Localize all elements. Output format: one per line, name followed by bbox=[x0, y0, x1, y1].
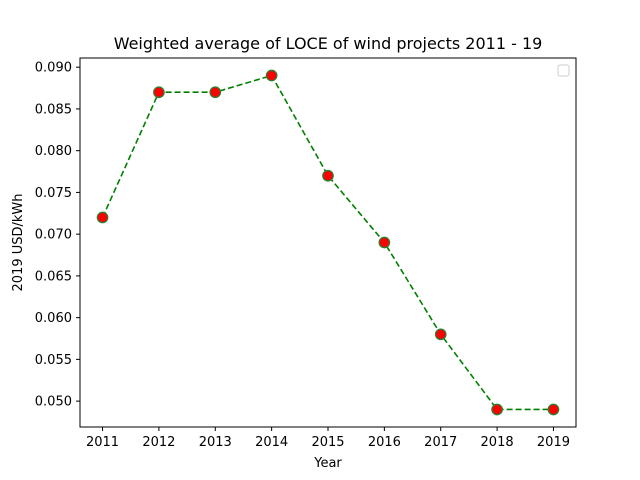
y-tick-label: 0.090 bbox=[35, 61, 72, 76]
data-point bbox=[491, 403, 503, 416]
plot-area bbox=[79, 57, 577, 428]
y-axis-label: 2019 USD/kWh bbox=[11, 194, 26, 292]
legend-box bbox=[557, 64, 570, 77]
y-axis: 0.050 0.055 0.060 0.065 0.070 0.075 0.080 0.085… bbox=[35, 61, 80, 410]
x-axis-label: Year bbox=[313, 456, 342, 471]
y-tick-label: 0.070 bbox=[35, 228, 72, 243]
axes-frame bbox=[79, 57, 577, 428]
data-point bbox=[547, 403, 560, 416]
y-tick-label: 0.060 bbox=[35, 311, 72, 326]
x-tick-label: 2012 bbox=[142, 435, 175, 450]
y-tick-label: 0.075 bbox=[35, 186, 72, 201]
x-tick-label: 2017 bbox=[424, 435, 457, 450]
x-tick-label: 2015 bbox=[311, 435, 344, 450]
y-tick-label: 0.085 bbox=[35, 102, 72, 117]
data-point bbox=[96, 211, 109, 224]
data-point bbox=[265, 69, 278, 82]
x-tick-label: 2018 bbox=[481, 435, 514, 450]
data-point bbox=[378, 236, 391, 249]
y-tick-label: 0.065 bbox=[35, 269, 72, 284]
chart-title: Weighted average of LOCE of wind project… bbox=[114, 34, 543, 53]
x-axis: 2011 2012 2013 2014 2015 2016 2017 2018 2019 bbox=[86, 427, 570, 450]
series-line bbox=[101, 74, 554, 411]
x-tick-label: 2019 bbox=[537, 435, 570, 450]
series-layer bbox=[96, 69, 560, 416]
y-tick-label: 0.055 bbox=[35, 353, 72, 368]
data-point bbox=[153, 86, 165, 99]
x-tick-label: 2014 bbox=[255, 435, 288, 450]
x-tick-label: 2016 bbox=[368, 435, 401, 450]
y-tick-label: 0.080 bbox=[35, 144, 72, 159]
data-point bbox=[322, 169, 334, 182]
data-point bbox=[209, 86, 222, 99]
data-point bbox=[434, 328, 447, 341]
x-tick-label: 2011 bbox=[86, 435, 119, 450]
y-tick-label: 0.050 bbox=[35, 395, 72, 410]
x-tick-label: 2013 bbox=[199, 435, 232, 450]
